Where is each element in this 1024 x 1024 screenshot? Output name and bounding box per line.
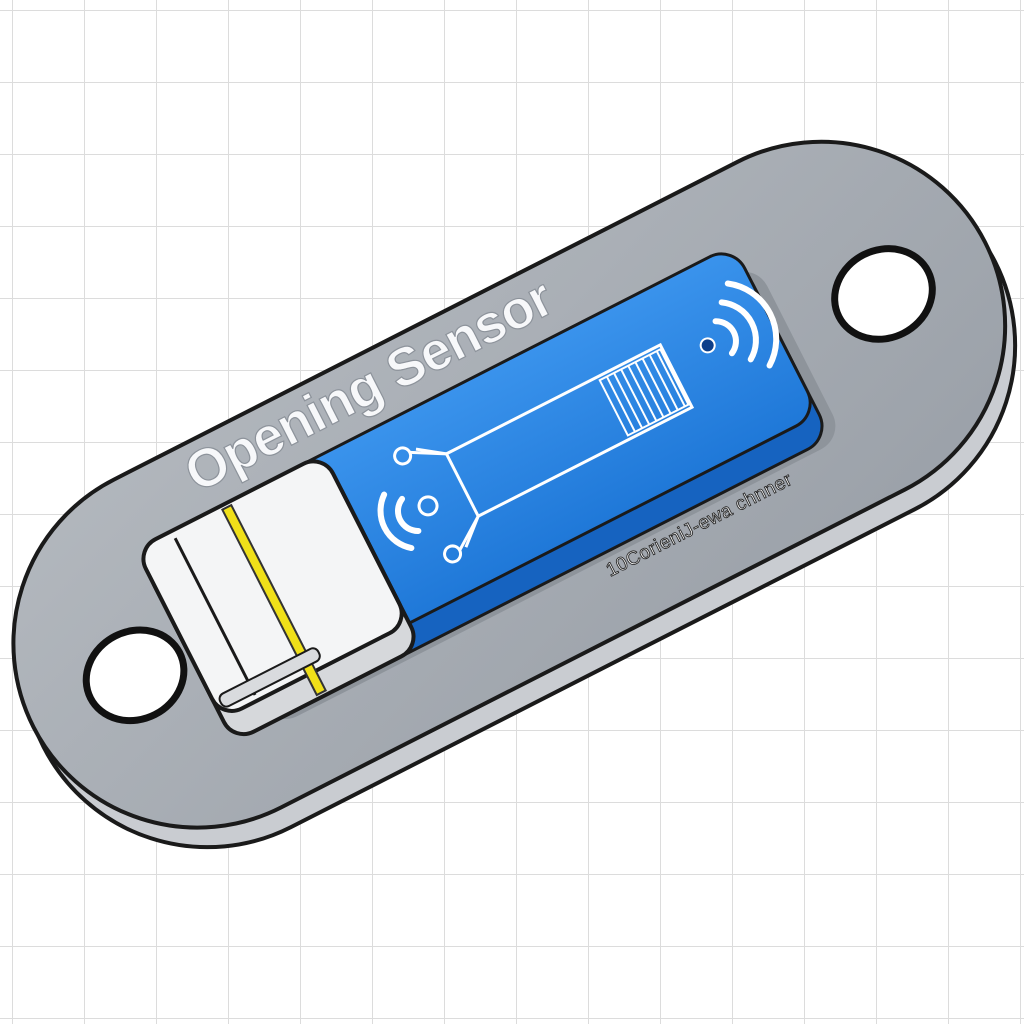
status-led-icon [699, 337, 716, 354]
mounting-hole-right [831, 245, 936, 343]
wireless-signal-icon [712, 280, 780, 369]
yellow-band [221, 503, 328, 697]
wireless-signal-left-icon [377, 491, 422, 552]
mounting-hole-left [82, 626, 188, 725]
hatched-panel [598, 347, 690, 437]
schematic-graphic [393, 342, 695, 564]
mounting-plate: Opening Sensor 10CorieniJ-ewa chnner [11, 139, 1018, 850]
